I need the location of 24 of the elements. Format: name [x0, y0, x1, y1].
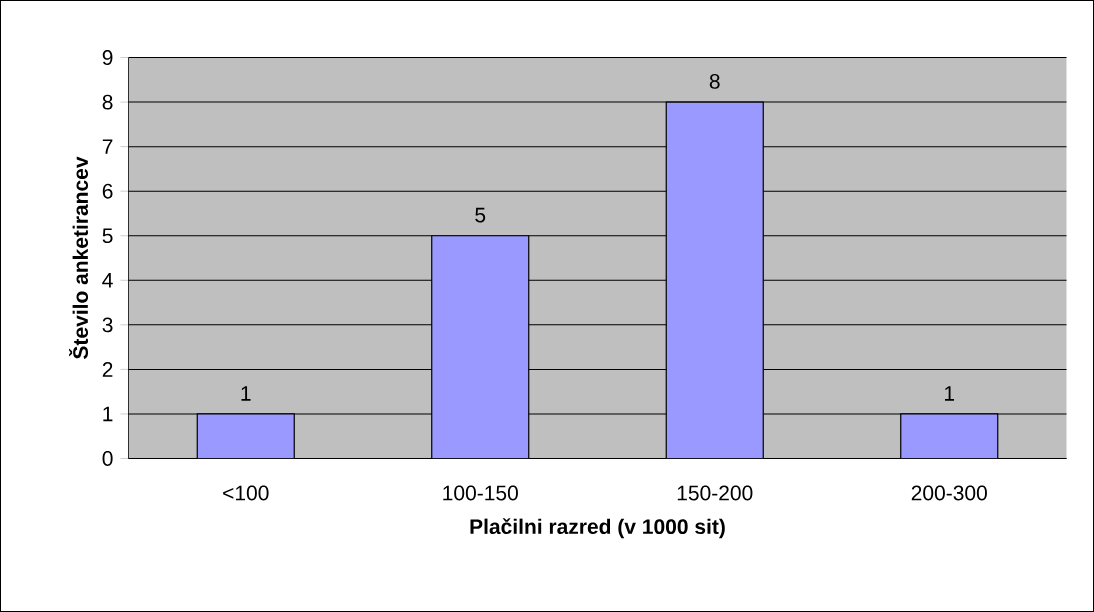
x-tick-label: 100-150 — [443, 485, 518, 501]
x-axis-title: Plačilni razred (v 1000 sit) — [470, 518, 725, 539]
y-tick-label: 9 — [102, 50, 113, 65]
y-axis-title: Število anketirancev — [69, 156, 89, 359]
bar — [431, 235, 530, 459]
x-tick-label: 200-300 — [911, 485, 987, 501]
bar — [196, 413, 295, 459]
y-tick-label: 5 — [102, 228, 113, 244]
y-tick-label: 3 — [102, 317, 113, 333]
data-label: 5 — [475, 207, 486, 223]
y-tick-label: 7 — [102, 139, 113, 154]
y-tick-label: 1 — [103, 406, 113, 422]
y-tick-label: 0 — [102, 451, 113, 466]
bar — [665, 101, 764, 459]
data-label: 8 — [709, 73, 720, 89]
data-label: 1 — [945, 386, 955, 401]
y-tick-label: 6 — [102, 183, 113, 199]
x-tick-label: <100 — [223, 485, 269, 501]
bar — [900, 413, 999, 459]
y-tick-label: 8 — [102, 94, 113, 110]
y-tick-label: 4 — [102, 273, 113, 288]
y-tick-label: 2 — [102, 362, 113, 377]
data-label: 1 — [241, 386, 251, 401]
x-tick-label: 150-200 — [677, 485, 753, 501]
